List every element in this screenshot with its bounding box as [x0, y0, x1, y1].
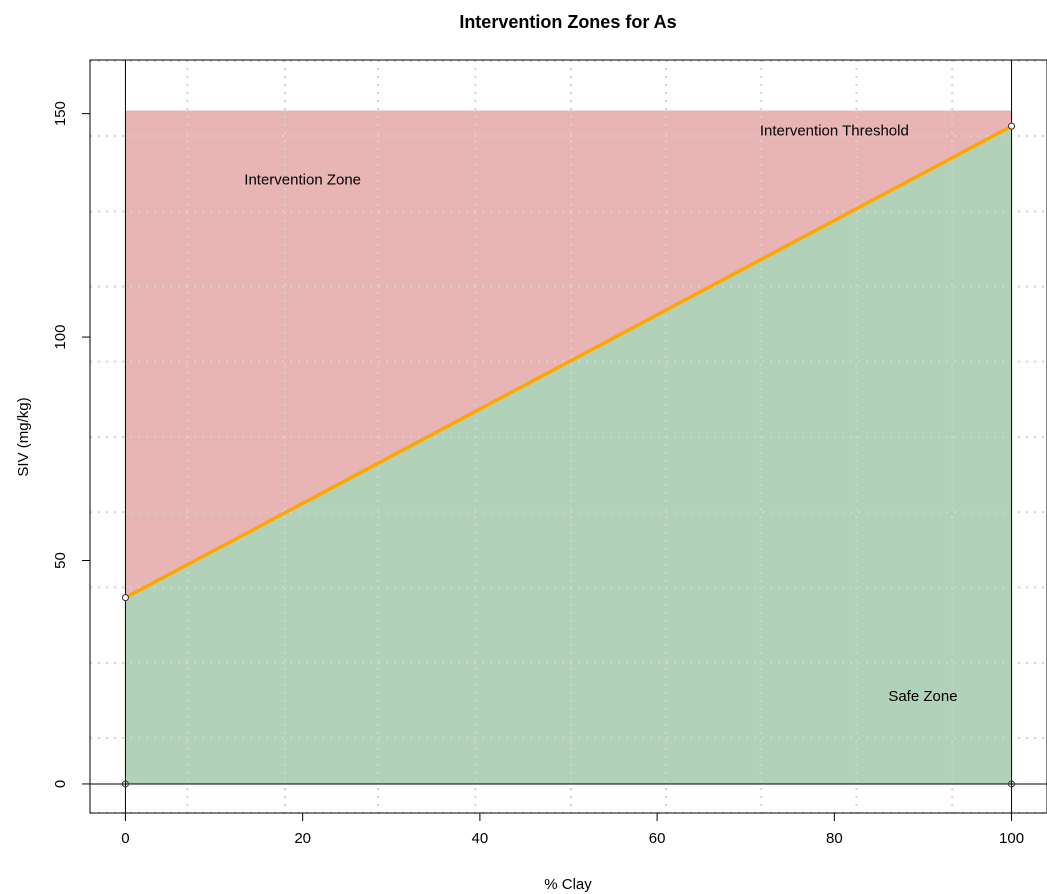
y-axis-label: SIV (mg/kg): [15, 397, 32, 476]
x-tick-label: 0: [121, 830, 129, 847]
baseline-point: [121, 780, 129, 788]
baseline-point: [1008, 780, 1016, 788]
x-tick-label: 40: [472, 830, 489, 847]
threshold-line: [124, 124, 1013, 600]
x-tick-label: 20: [294, 830, 311, 847]
annotation-label: Safe Zone: [888, 688, 957, 705]
annotation-label: Intervention Zone: [244, 172, 361, 189]
y-tick-label: 100: [52, 325, 69, 350]
x-tick-label: 60: [649, 830, 666, 847]
x-tick-label: 100: [999, 830, 1024, 847]
threshold-point: [1008, 122, 1016, 130]
x-axis-label: % Clay: [544, 876, 592, 893]
chart-title: Intervention Zones for As: [459, 12, 676, 32]
annotation-label: Intervention Threshold: [760, 122, 909, 139]
threshold-point: [121, 594, 129, 602]
x-tick-label: 80: [826, 830, 843, 847]
y-tick-label: 150: [52, 101, 69, 126]
safe-zone-area: [125, 126, 1012, 784]
plot-frame: [89, 59, 1047, 814]
y-tick-label: 50: [52, 552, 69, 569]
intervention-zone-area: [125, 110, 1012, 598]
y-tick-label: 0: [52, 780, 69, 788]
